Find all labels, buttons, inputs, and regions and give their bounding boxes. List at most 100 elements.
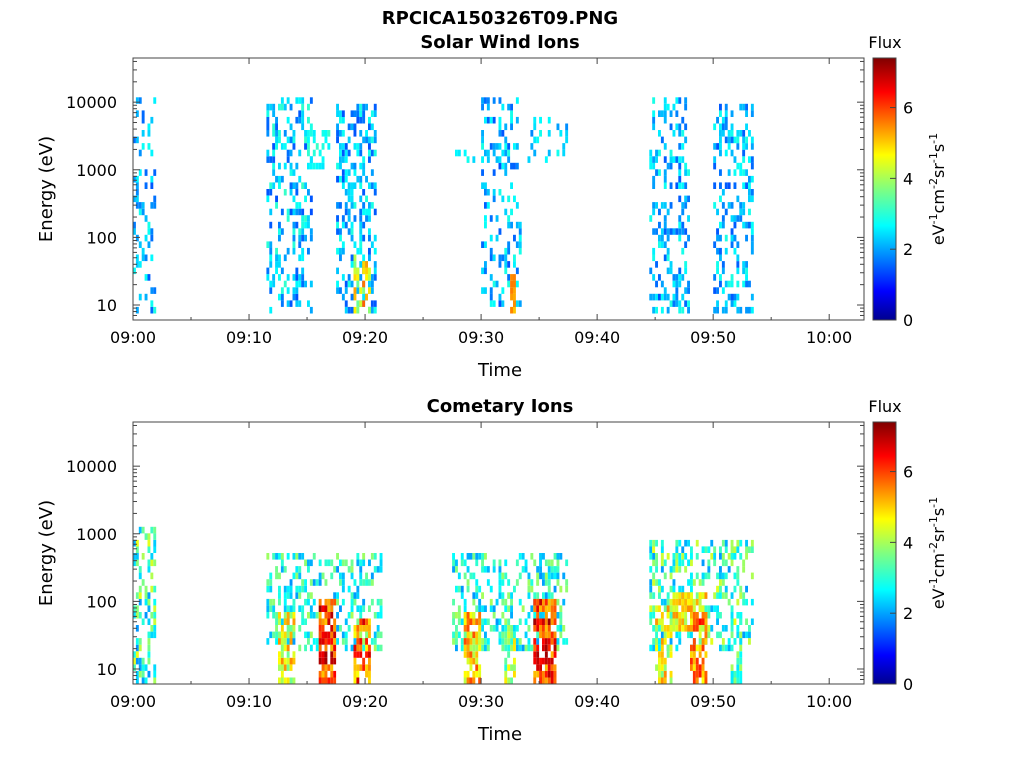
spectrogram-cell [649, 539, 653, 547]
spectrogram-cell [498, 143, 502, 150]
spectrogram-cell [481, 241, 484, 248]
spectrogram-cell [655, 638, 658, 645]
spectrogram-cell [550, 559, 554, 567]
spectrogram-cell [370, 579, 374, 586]
spectrogram-cell [736, 631, 740, 639]
spectrogram-cell [515, 202, 519, 209]
spectrogram-cell [701, 618, 705, 625]
spectrogram-cell [278, 598, 281, 606]
spectrogram-cell [550, 657, 554, 665]
spectrogram-cell [544, 657, 548, 665]
spectrogram-cell [472, 156, 476, 163]
spectrogram-cell [660, 651, 664, 658]
spectrogram-cell [309, 130, 313, 137]
spectrogram-cell [289, 162, 293, 170]
spectrogram-cell [707, 631, 711, 639]
spectrogram-cell [660, 638, 664, 645]
spectrogram-cell [368, 215, 371, 222]
spectrogram-cell [481, 143, 484, 150]
spectrogram-cell [672, 130, 676, 137]
spectrogram-cell [716, 116, 719, 124]
spectrogram-cell [472, 618, 476, 625]
spectrogram-cell [344, 280, 348, 288]
spectrogram-cell [327, 605, 331, 612]
spectrogram-cell [536, 657, 540, 665]
spectrogram-cell [269, 280, 273, 288]
spectrogram-cell [484, 638, 487, 645]
spectrogram-cell [362, 559, 366, 567]
spectrogram-cell [542, 638, 545, 645]
spectrogram-cell [463, 631, 467, 639]
spectrogram-cell [466, 553, 470, 560]
spectrogram-cell [365, 638, 368, 645]
spectrogram-cell [466, 618, 470, 625]
spectrogram-cell [298, 202, 302, 209]
spectrogram-cell [350, 566, 354, 573]
spectrogram-cell [472, 553, 476, 560]
spectrogram-cell [507, 644, 511, 652]
spectrogram-cell [368, 116, 371, 124]
spectrogram-cell [658, 110, 661, 117]
spectrogram-cell [304, 130, 307, 137]
spectrogram-cell [492, 254, 496, 262]
spectrogram-cell [344, 618, 348, 625]
spectrogram-cell [536, 566, 540, 573]
spectrogram-cell [141, 618, 145, 625]
spectrogram-cell [353, 110, 357, 117]
spectrogram-cell [736, 572, 740, 580]
spectrogram-cell [660, 664, 664, 671]
spectrogram-cell [678, 162, 682, 170]
spectrogram-cell [513, 631, 516, 639]
spectrogram-cell [150, 175, 154, 183]
spectrogram-cells [133, 526, 754, 684]
spectrogram-cell [524, 566, 528, 573]
spectrogram-cell [457, 605, 461, 612]
spectrogram-cell [289, 605, 293, 612]
spectrogram-cell [684, 605, 688, 612]
spectrogram-cell [527, 612, 531, 619]
spectrogram-cell [681, 559, 685, 567]
spectrogram-cell [719, 566, 722, 573]
spectrogram-cell [707, 566, 711, 573]
spectrogram-cell [283, 130, 287, 137]
spectrogram-cell [341, 156, 345, 163]
spectrogram-cell [652, 644, 656, 652]
spectrogram-cell [745, 539, 748, 547]
spectrogram-cell [309, 612, 313, 619]
spectrogram-cell [353, 215, 357, 222]
spectrogram-cell [553, 612, 557, 619]
spectrogram-cell [373, 130, 377, 137]
spectrogram-cell [745, 631, 748, 639]
spectrogram-cell [365, 664, 368, 671]
spectrogram-cell [530, 553, 534, 560]
spectrogram-cell [513, 585, 516, 593]
spectrogram-cell [135, 539, 139, 547]
spectrogram-cell [492, 612, 496, 619]
spectrogram-cell [486, 149, 490, 157]
spectrogram-cell [481, 267, 484, 275]
spectrogram-cell [669, 261, 673, 268]
spectrogram-cell [289, 579, 293, 586]
spectrogram-cell [724, 572, 728, 580]
spectrogram-cell [745, 618, 748, 625]
spectrogram-cell [336, 598, 339, 606]
spectrogram-cell [309, 228, 313, 235]
spectrogram-cell [730, 631, 734, 639]
spectrogram-cell [353, 267, 357, 275]
spectrogram-cell [660, 612, 664, 619]
spectrogram-cell [504, 123, 508, 131]
spectrogram-cell [135, 97, 139, 104]
spectrogram-cell [362, 103, 366, 111]
spectrogram-cell [745, 585, 748, 593]
spectrogram-cell [301, 221, 305, 229]
spectrogram-cell [530, 605, 534, 612]
spectrogram-cell [368, 287, 371, 294]
spectrogram-cell [481, 182, 484, 189]
spectrogram-cell [301, 110, 305, 117]
spectrogram-cell [513, 625, 516, 632]
spectrogram-cell [660, 280, 664, 288]
spectrogram-cell [524, 618, 528, 625]
spectrogram-cell [704, 612, 708, 619]
spectrogram-cell [669, 618, 673, 625]
spectrogram-cell [655, 169, 658, 176]
